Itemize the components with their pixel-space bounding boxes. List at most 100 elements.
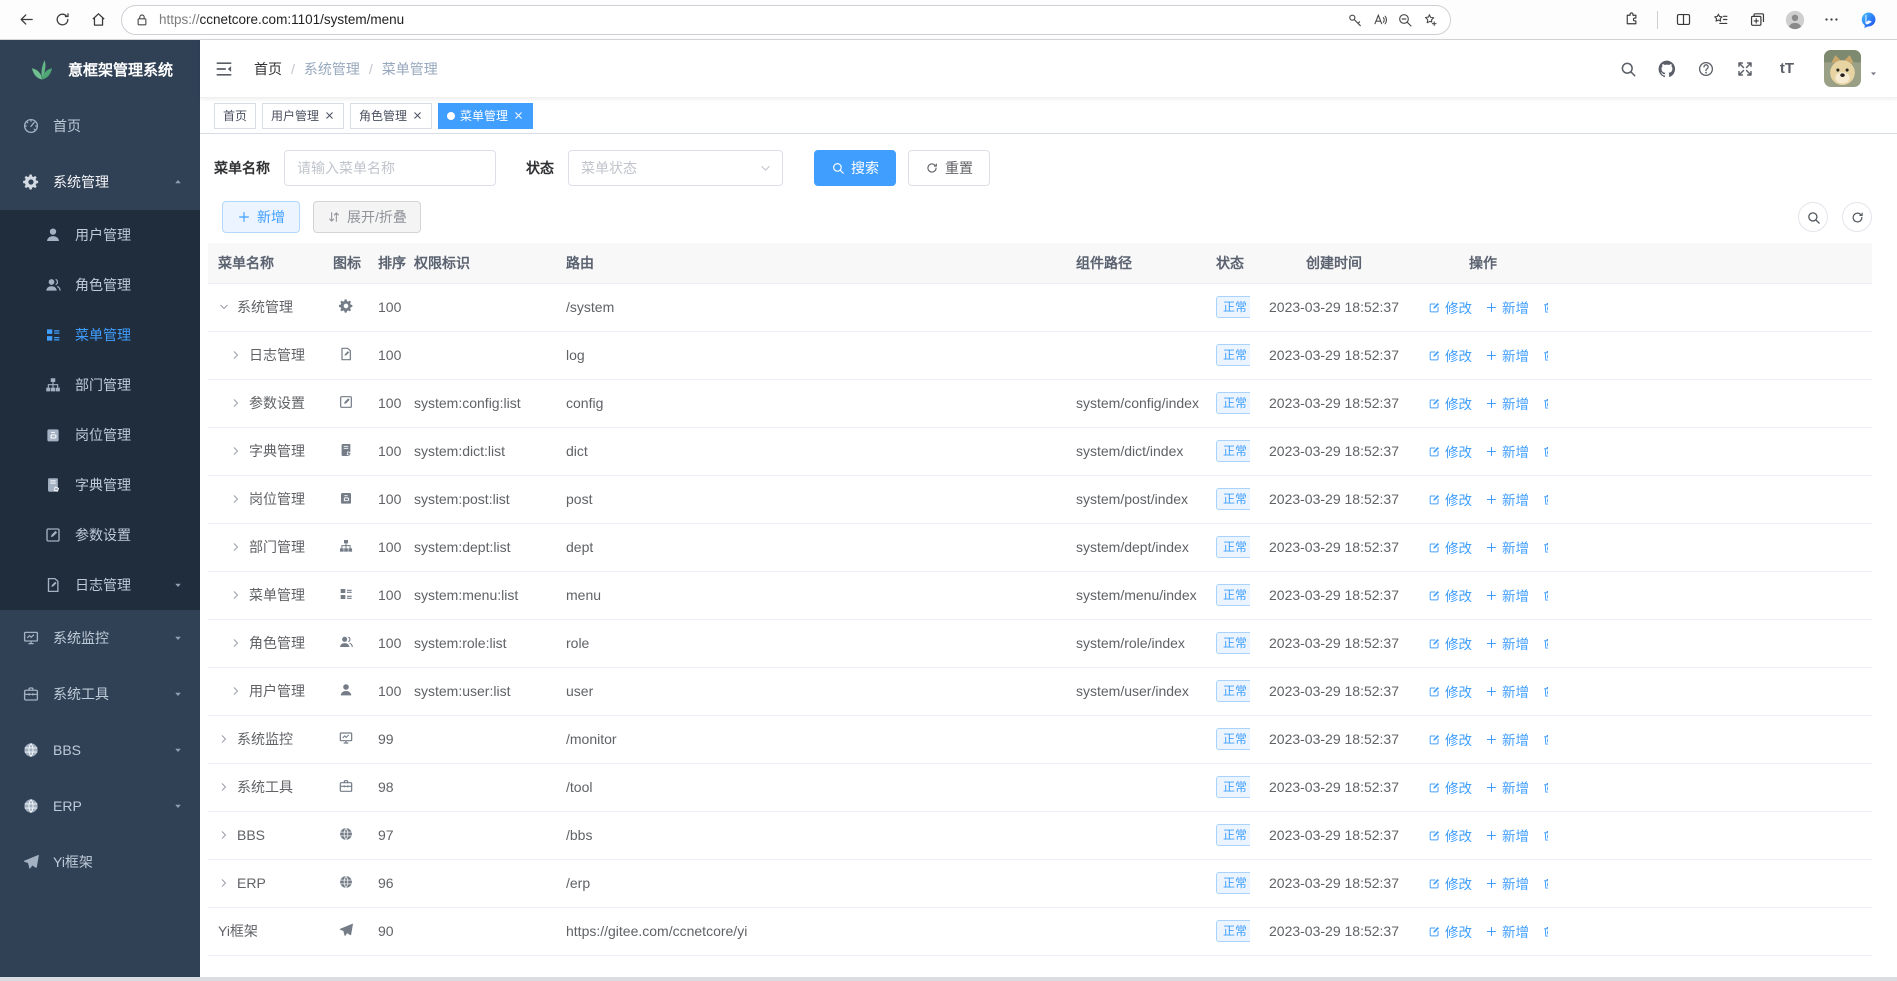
sidebar-item-参数设置[interactable]: 参数设置 [0, 510, 200, 560]
breadcrumb-item-首页[interactable]: 首页 [254, 60, 282, 77]
add-link[interactable]: 新增 [1485, 633, 1529, 653]
app-logo[interactable]: 意框架管理系统 [0, 40, 200, 98]
expand-row-icon[interactable] [230, 445, 242, 457]
toggle-search-button[interactable] [1798, 202, 1828, 232]
extensions-button[interactable] [1615, 4, 1648, 36]
edit-link[interactable]: 修改 [1428, 681, 1472, 701]
sidebar-item-Yi框架[interactable]: Yi框架 [0, 834, 200, 890]
delete-link[interactable]: 删除 [1542, 393, 1548, 413]
add-link[interactable]: 新增 [1485, 921, 1529, 941]
split-screen-button[interactable] [1667, 4, 1700, 36]
user-avatar[interactable] [1824, 50, 1861, 87]
add-link[interactable]: 新增 [1485, 489, 1529, 509]
sidebar-item-字典管理[interactable]: 字典管理 [0, 460, 200, 510]
expand-row-icon[interactable] [218, 733, 230, 745]
add-favorite-icon[interactable] [1422, 12, 1438, 28]
delete-link[interactable]: 删除 [1542, 777, 1548, 797]
add-link[interactable]: 新增 [1485, 297, 1529, 317]
add-menu-button[interactable]: 新增 [222, 201, 300, 233]
close-tab-icon[interactable] [412, 110, 423, 121]
expand-row-icon[interactable] [230, 685, 242, 697]
tab-用户管理[interactable]: 用户管理 [262, 102, 345, 129]
add-link[interactable]: 新增 [1485, 393, 1529, 413]
github-icon[interactable] [1658, 60, 1676, 78]
avatar-caret-icon[interactable] [1868, 68, 1879, 79]
read-aloud-icon[interactable] [1372, 12, 1388, 28]
delete-link[interactable]: 删除 [1542, 681, 1548, 701]
zoom-out-icon[interactable] [1397, 12, 1413, 28]
edit-link[interactable]: 修改 [1428, 441, 1472, 461]
delete-link[interactable]: 删除 [1542, 441, 1548, 461]
sidebar-item-岗位管理[interactable]: 岗位管理 [0, 410, 200, 460]
add-link[interactable]: 新增 [1485, 537, 1529, 557]
delete-link[interactable]: 删除 [1542, 345, 1548, 365]
refresh-table-button[interactable] [1842, 202, 1872, 232]
browser-back-button[interactable] [10, 4, 43, 36]
add-link[interactable]: 新增 [1485, 345, 1529, 365]
edit-link[interactable]: 修改 [1428, 825, 1472, 845]
help-icon[interactable] [1697, 60, 1715, 78]
delete-link[interactable]: 删除 [1542, 873, 1548, 893]
add-link[interactable]: 新增 [1485, 729, 1529, 749]
expand-row-icon[interactable] [230, 637, 242, 649]
expand-row-icon[interactable] [218, 781, 230, 793]
sidebar-item-系统管理[interactable]: 系统管理 [0, 154, 200, 210]
delete-link[interactable]: 删除 [1542, 729, 1548, 749]
add-link[interactable]: 新增 [1485, 681, 1529, 701]
delete-link[interactable]: 删除 [1542, 921, 1548, 941]
tab-角色管理[interactable]: 角色管理 [350, 102, 433, 129]
font-size-icon[interactable]: tT [1779, 60, 1795, 77]
edit-link[interactable]: 修改 [1428, 729, 1472, 749]
expand-row-icon[interactable] [218, 829, 230, 841]
collections-button[interactable] [1741, 4, 1774, 36]
close-tab-icon[interactable] [324, 110, 335, 121]
delete-link[interactable]: 删除 [1542, 585, 1548, 605]
expand-row-icon[interactable] [230, 493, 242, 505]
menu-name-input[interactable] [284, 150, 496, 186]
edit-link[interactable]: 修改 [1428, 393, 1472, 413]
edit-link[interactable]: 修改 [1428, 297, 1472, 317]
sidebar-item-部门管理[interactable]: 部门管理 [0, 360, 200, 410]
sidebar-item-用户管理[interactable]: 用户管理 [0, 210, 200, 260]
expand-collapse-button[interactable]: 展开/折叠 [313, 201, 421, 233]
add-link[interactable]: 新增 [1485, 825, 1529, 845]
sidebar-item-ERP[interactable]: ERP [0, 778, 200, 834]
browser-home-button[interactable] [82, 4, 115, 36]
edit-link[interactable]: 修改 [1428, 873, 1472, 893]
sidebar-toggle-button[interactable] [206, 51, 242, 87]
sidebar-item-BBS[interactable]: BBS [0, 722, 200, 778]
favorites-button[interactable] [1704, 4, 1737, 36]
delete-link[interactable]: 删除 [1542, 489, 1548, 509]
add-link[interactable]: 新增 [1485, 873, 1529, 893]
edit-link[interactable]: 修改 [1428, 921, 1472, 941]
sidebar-item-菜单管理[interactable]: 菜单管理 [0, 310, 200, 360]
delete-link[interactable]: 删除 [1542, 825, 1548, 845]
bing-chat-button[interactable] [1852, 4, 1885, 36]
search-button[interactable]: 搜索 [814, 150, 896, 186]
edit-link[interactable]: 修改 [1428, 633, 1472, 653]
tab-菜单管理[interactable]: 菜单管理 [438, 102, 534, 129]
edit-link[interactable]: 修改 [1428, 585, 1472, 605]
search-icon[interactable] [1619, 60, 1637, 78]
address-bar[interactable]: https://ccnetcore.com:1101/system/menu [121, 4, 1451, 35]
sidebar-item-角色管理[interactable]: 角色管理 [0, 260, 200, 310]
expand-row-icon[interactable] [218, 877, 230, 889]
sidebar-item-系统监控[interactable]: 系统监控 [0, 610, 200, 666]
edit-link[interactable]: 修改 [1428, 489, 1472, 509]
browser-refresh-button[interactable] [46, 4, 79, 36]
status-select[interactable]: 菜单状态 [568, 150, 783, 186]
tab-首页[interactable]: 首页 [214, 102, 257, 129]
expand-row-icon[interactable] [230, 349, 242, 361]
sidebar-item-首页[interactable]: 首页 [0, 98, 200, 154]
password-icon[interactable] [1347, 12, 1363, 28]
delete-link[interactable]: 删除 [1542, 633, 1548, 653]
browser-profile-button[interactable] [1778, 4, 1811, 36]
edit-link[interactable]: 修改 [1428, 777, 1472, 797]
collapse-row-icon[interactable] [218, 301, 230, 313]
sidebar-item-日志管理[interactable]: 日志管理 [0, 560, 200, 610]
close-tab-icon[interactable] [513, 110, 524, 121]
add-link[interactable]: 新增 [1485, 777, 1529, 797]
edit-link[interactable]: 修改 [1428, 345, 1472, 365]
add-link[interactable]: 新增 [1485, 585, 1529, 605]
sidebar-item-系统工具[interactable]: 系统工具 [0, 666, 200, 722]
